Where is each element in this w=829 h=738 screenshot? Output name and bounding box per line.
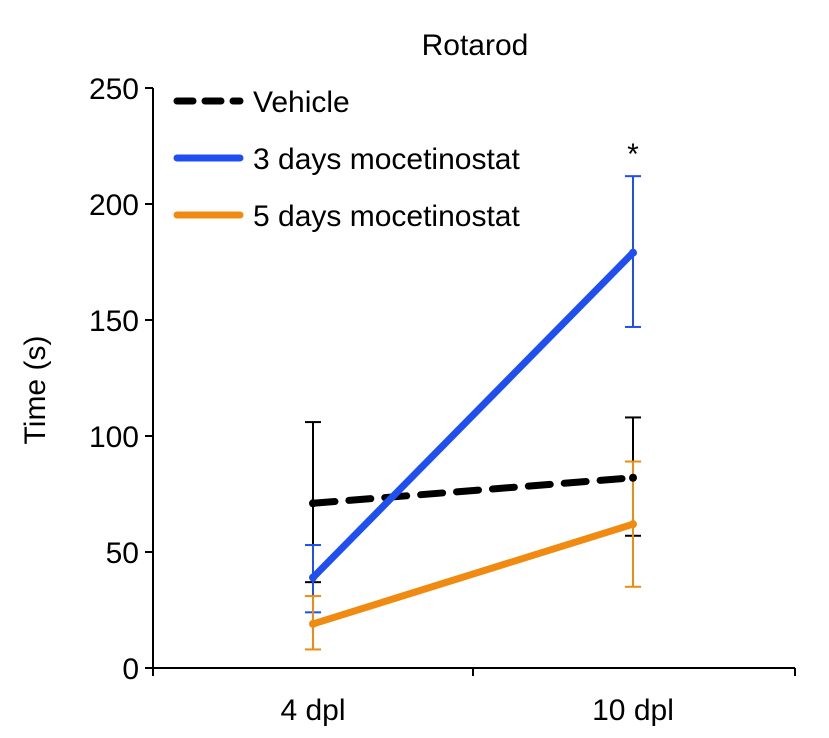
data-point [309, 573, 317, 582]
y-tick-label: 150 [89, 305, 139, 338]
data-point [309, 499, 317, 508]
y-tick-label: 100 [89, 421, 139, 454]
legend-label: 3 days mocetinostat [253, 143, 520, 176]
series-line [309, 249, 637, 582]
chart-title: Rotarod [422, 29, 529, 62]
y-tick-label: 0 [122, 653, 139, 686]
series-line [309, 474, 637, 507]
x-tick-label: 4 dpl [280, 694, 345, 727]
y-tick-label: 250 [89, 73, 139, 106]
x-tick-label: 10 dpl [592, 694, 674, 727]
y-tick-label: 50 [106, 537, 139, 570]
y-tick-label: 200 [89, 189, 139, 222]
series-line [309, 520, 637, 628]
data-point [629, 248, 637, 257]
legend-label: Vehicle [253, 86, 350, 119]
data-point [629, 473, 637, 482]
significance-marker: * [627, 138, 639, 171]
data-point [629, 520, 637, 529]
legend-label: 5 days mocetinostat [253, 200, 520, 233]
data-point [309, 619, 317, 628]
y-axis-label: Time (s) [19, 336, 52, 445]
